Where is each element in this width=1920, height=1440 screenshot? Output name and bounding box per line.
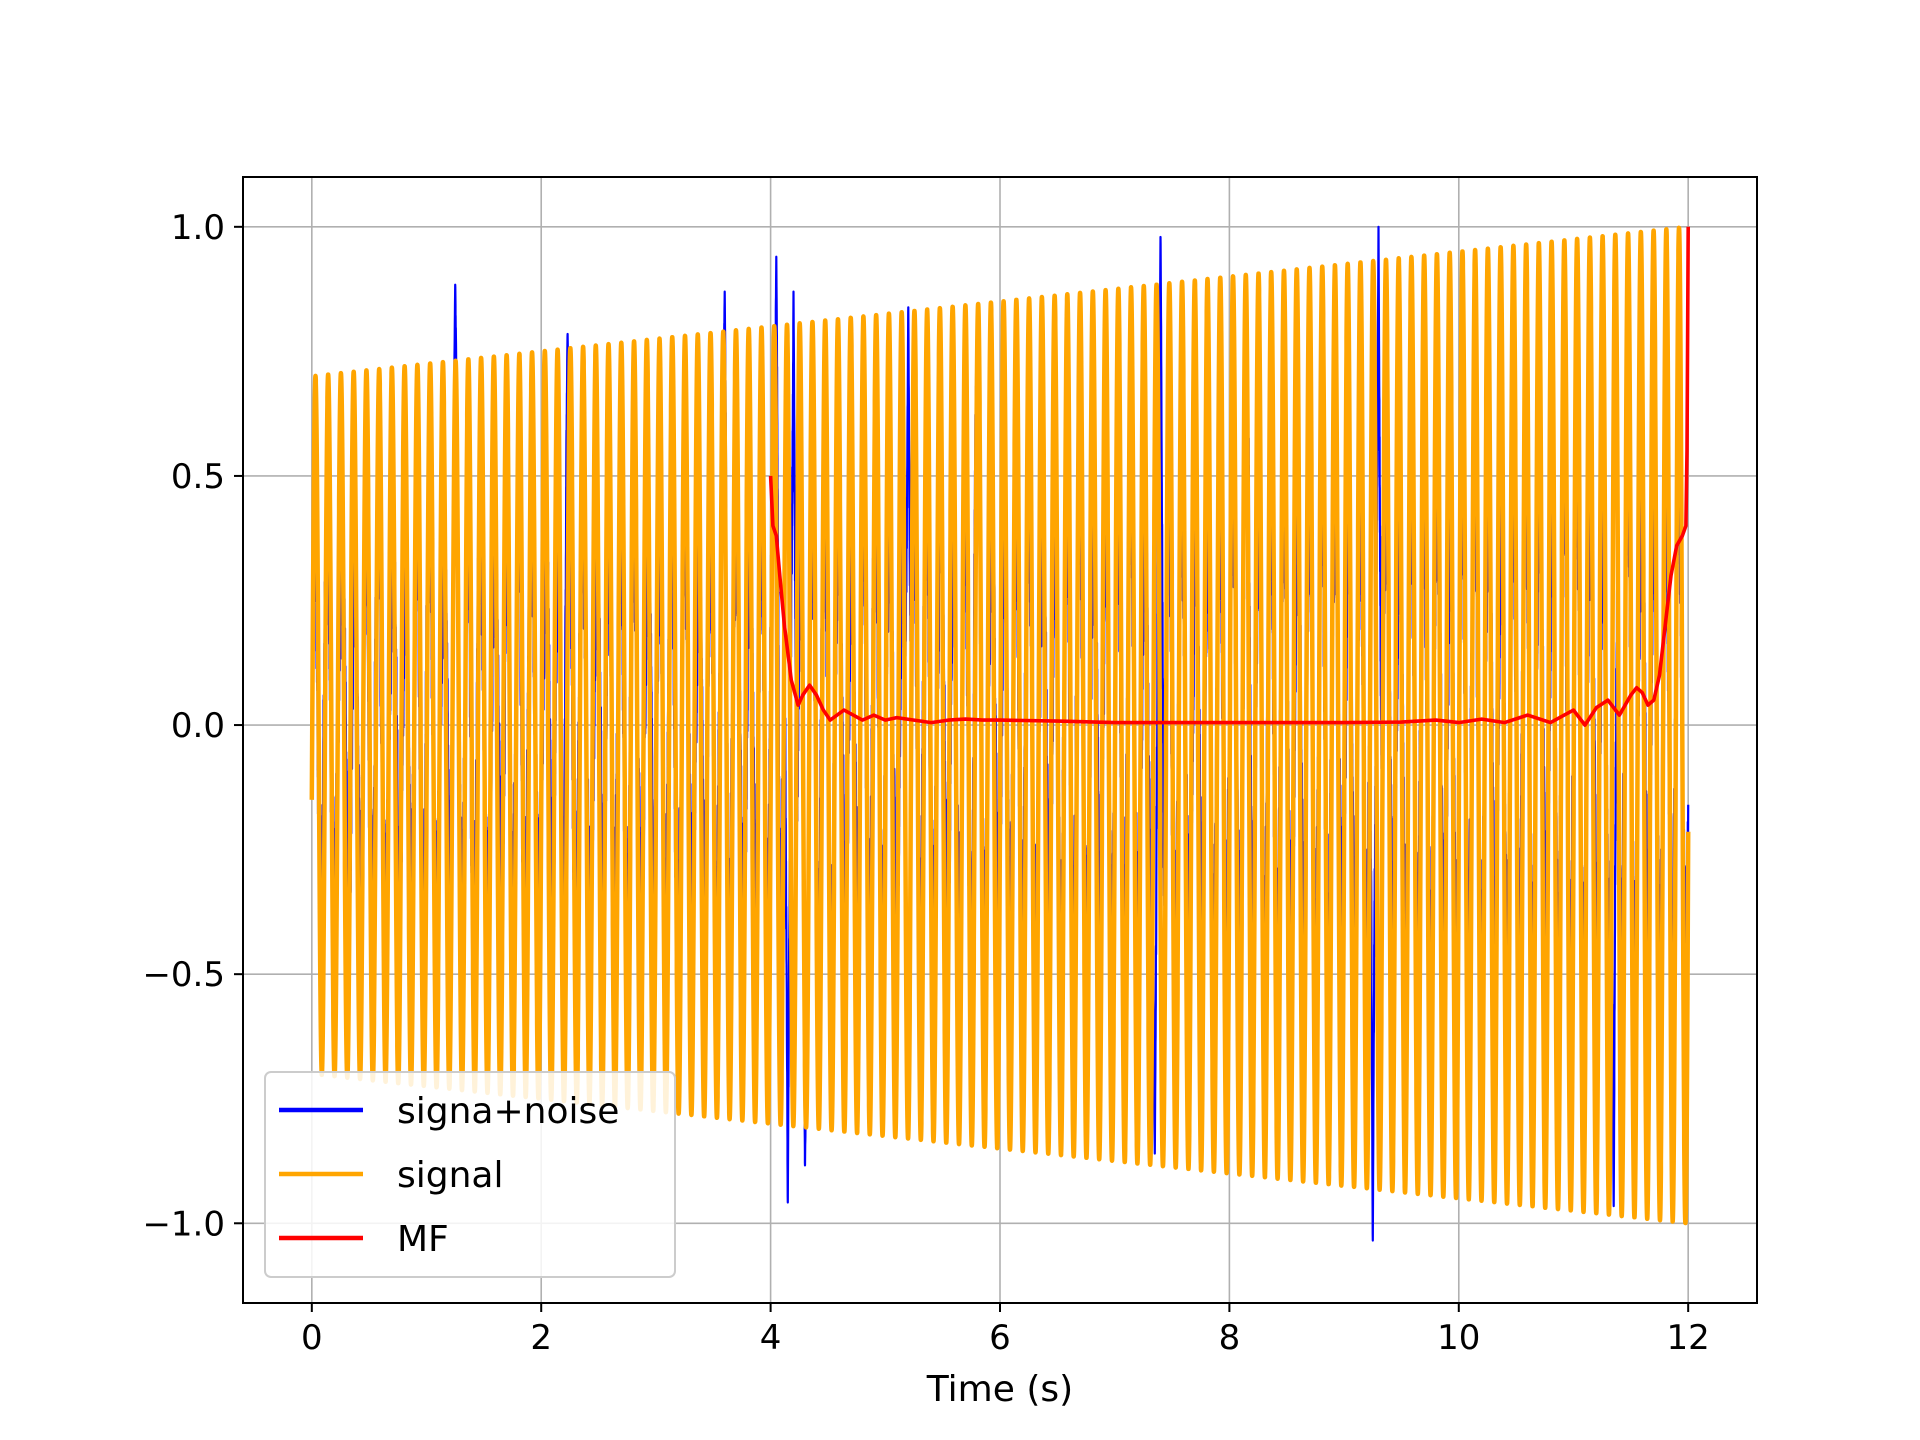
- legend-box: [264, 1071, 676, 1278]
- y-tick-label: 0.5: [171, 457, 225, 497]
- legend-label: signal: [397, 1155, 504, 1196]
- x-tick-label: 6: [989, 1318, 1011, 1358]
- x-axis-title: Time (s): [926, 1369, 1073, 1410]
- series-line-signal: [309, 225, 1691, 1226]
- axis-ticks: 0 2 4 6 8 10 12 −1.0 −0.5 0.0 0.5 1.0: [142, 208, 1709, 1358]
- legend-label: MF: [397, 1219, 449, 1260]
- plot-series: [309, 225, 1691, 1242]
- x-tick-label: 4: [760, 1318, 782, 1358]
- legend-label: signa+noise: [397, 1091, 619, 1132]
- x-tick-label: 8: [1219, 1318, 1241, 1358]
- x-tick-label: 2: [530, 1318, 552, 1358]
- legend: signa+noise signal MF: [264, 1071, 676, 1278]
- y-tick-label: 1.0: [171, 208, 225, 248]
- x-tick-label: 12: [1667, 1318, 1710, 1358]
- y-tick-label: 0.0: [171, 706, 225, 746]
- y-tick-label: −1.0: [142, 1204, 225, 1244]
- x-tick-label: 0: [301, 1318, 323, 1358]
- y-tick-label: −0.5: [142, 955, 225, 995]
- x-tick-label: 10: [1437, 1318, 1480, 1358]
- series-line-mf: [768, 226, 1690, 727]
